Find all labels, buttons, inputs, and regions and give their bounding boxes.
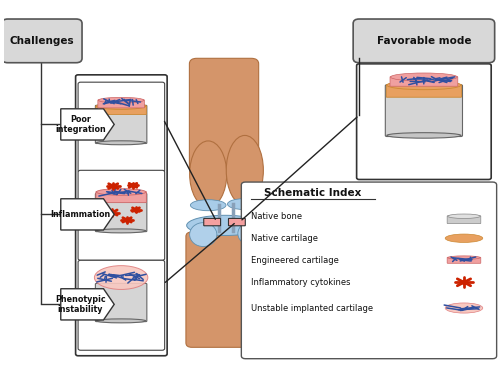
Text: Engineered cartilage: Engineered cartilage [251,256,339,265]
FancyBboxPatch shape [204,218,220,226]
FancyBboxPatch shape [356,64,491,179]
Ellipse shape [387,133,461,138]
FancyBboxPatch shape [2,19,82,63]
FancyBboxPatch shape [386,85,462,137]
Ellipse shape [387,81,461,90]
Polygon shape [61,199,114,230]
FancyBboxPatch shape [96,192,146,203]
FancyBboxPatch shape [96,105,147,144]
FancyBboxPatch shape [447,257,481,263]
FancyBboxPatch shape [190,58,258,172]
Ellipse shape [96,229,146,233]
Text: Inflammation: Inflammation [50,210,110,219]
Ellipse shape [96,141,146,145]
FancyBboxPatch shape [96,106,146,114]
Ellipse shape [94,266,148,289]
FancyBboxPatch shape [228,218,246,226]
Ellipse shape [96,189,146,195]
Text: Inflammatory cytokines: Inflammatory cytokines [251,278,350,287]
Ellipse shape [190,141,226,207]
Ellipse shape [190,223,217,246]
FancyBboxPatch shape [96,194,147,232]
Ellipse shape [96,319,146,323]
Ellipse shape [448,256,480,259]
Ellipse shape [98,97,144,103]
Text: Poor
integration: Poor integration [55,115,106,134]
FancyBboxPatch shape [186,232,262,347]
Ellipse shape [238,222,262,245]
Ellipse shape [190,200,226,211]
FancyBboxPatch shape [386,85,462,97]
FancyBboxPatch shape [390,77,458,86]
Ellipse shape [226,135,264,205]
Text: Unstable implanted cartilage: Unstable implanted cartilage [251,303,374,313]
FancyBboxPatch shape [96,283,147,322]
Text: Favorable mode: Favorable mode [376,36,471,46]
FancyBboxPatch shape [242,182,496,359]
Ellipse shape [390,73,458,81]
Text: Challenges: Challenges [10,36,74,46]
FancyBboxPatch shape [447,216,481,223]
Ellipse shape [228,199,262,209]
Ellipse shape [96,103,146,110]
Text: Native cartilage: Native cartilage [251,234,318,243]
Text: Phenotypic
instability: Phenotypic instability [55,295,106,314]
Text: Native bone: Native bone [251,212,302,221]
FancyBboxPatch shape [252,245,274,342]
Ellipse shape [445,303,483,313]
FancyBboxPatch shape [353,19,494,63]
Ellipse shape [445,234,483,242]
FancyBboxPatch shape [78,82,164,172]
Ellipse shape [448,214,480,218]
Text: Schematic Index: Schematic Index [264,188,362,198]
FancyBboxPatch shape [78,260,164,350]
Polygon shape [61,109,114,140]
FancyBboxPatch shape [78,170,164,260]
Ellipse shape [186,215,264,235]
Polygon shape [61,289,114,320]
FancyBboxPatch shape [98,100,144,108]
